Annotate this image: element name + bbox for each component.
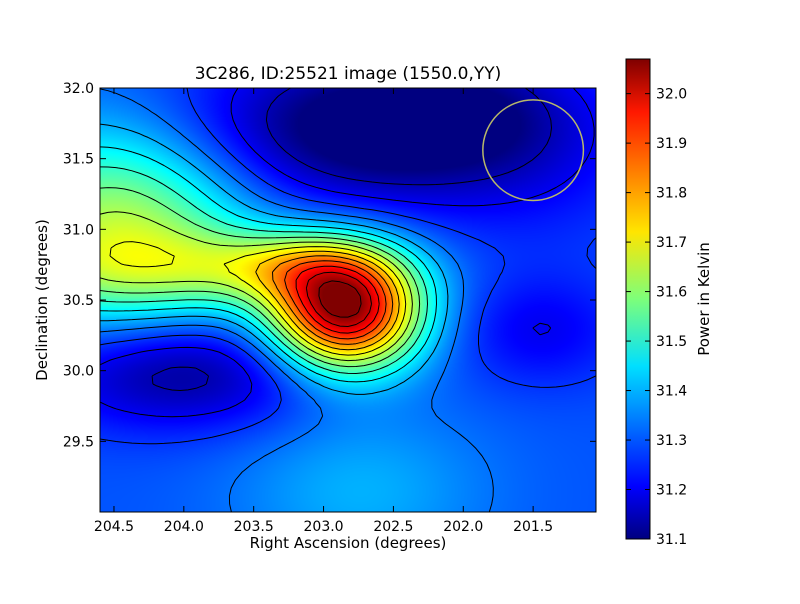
contour-line bbox=[272, 255, 394, 345]
colorbar-tick-label: 31.7 bbox=[656, 235, 687, 251]
y-tick-label: 31.5 bbox=[63, 152, 94, 168]
contour-line bbox=[318, 280, 362, 318]
contour-line bbox=[100, 146, 437, 383]
contour-line bbox=[100, 123, 449, 395]
contour-line bbox=[100, 88, 494, 512]
y-tick-label: 30.5 bbox=[63, 293, 94, 309]
colorbar-tick-label: 31.9 bbox=[656, 136, 687, 152]
colorbar-tick-label: 32.0 bbox=[656, 87, 687, 103]
colorbar-tick-label: 31.4 bbox=[656, 384, 687, 400]
x-tick-label: 202.5 bbox=[373, 519, 413, 535]
colorbar-tick-label: 31.3 bbox=[656, 433, 687, 449]
colorbar-tick-label: 31.1 bbox=[656, 532, 687, 548]
colorbar-tick-label: 31.8 bbox=[656, 186, 687, 202]
x-tick-label: 203.0 bbox=[304, 519, 344, 535]
y-tick-label: 31.0 bbox=[63, 222, 94, 238]
chart-title: 3C286, ID:25521 image (1550.0,YY) bbox=[195, 64, 502, 84]
beam-circle bbox=[482, 99, 585, 202]
x-tick-label: 201.5 bbox=[513, 519, 553, 535]
colorbar-tick-label: 31.2 bbox=[656, 483, 687, 499]
contour-line bbox=[284, 260, 387, 340]
contour-line bbox=[100, 166, 428, 374]
contour-line bbox=[295, 265, 380, 334]
plot-area bbox=[99, 87, 597, 513]
contour-line bbox=[151, 88, 552, 391]
contour-line bbox=[100, 88, 596, 445]
x-tick-label: 204.0 bbox=[164, 519, 204, 535]
colorbar-tick-label: 31.6 bbox=[656, 285, 687, 301]
x-axis-label: Right Ascension (degrees) bbox=[250, 534, 447, 552]
contour-line bbox=[100, 187, 421, 368]
x-tick-label: 204.5 bbox=[94, 519, 134, 535]
contour-line bbox=[100, 88, 595, 418]
y-axis-label: Declination (degrees) bbox=[33, 219, 51, 381]
y-tick-label: 30.0 bbox=[63, 364, 94, 380]
y-tick-label: 29.5 bbox=[63, 434, 94, 450]
colorbar: 32.0 31.9 31.8 31.7 31.6 31.5 31.4 31.3 31.2 31.1… bbox=[625, 58, 713, 548]
contour-line bbox=[109, 241, 407, 356]
contour-line bbox=[305, 271, 372, 327]
y-tick-label: 32.0 bbox=[63, 81, 94, 97]
y-axis-ticks: 29.5 30.0 30.5 31.0 31.5 32.0 bbox=[63, 81, 596, 450]
colorbar-gradient bbox=[625, 58, 651, 540]
x-axis-ticks: 204.5 204.0 203.5 203.0 202.5 202.0 201.5 bbox=[94, 88, 553, 535]
contour-line bbox=[255, 250, 400, 351]
x-tick-label: 202.0 bbox=[443, 519, 483, 535]
contour-lines bbox=[100, 88, 596, 512]
contour-line bbox=[100, 211, 413, 362]
colorbar-tick-label: 31.5 bbox=[656, 334, 687, 350]
colorbar-label: Power in Kelvin bbox=[695, 242, 713, 356]
colorbar-ticks: 32.0 31.9 31.8 31.7 31.6 31.5 31.4 31.3 31.2 31.1 bbox=[626, 87, 687, 548]
x-tick-label: 203.5 bbox=[234, 519, 274, 535]
